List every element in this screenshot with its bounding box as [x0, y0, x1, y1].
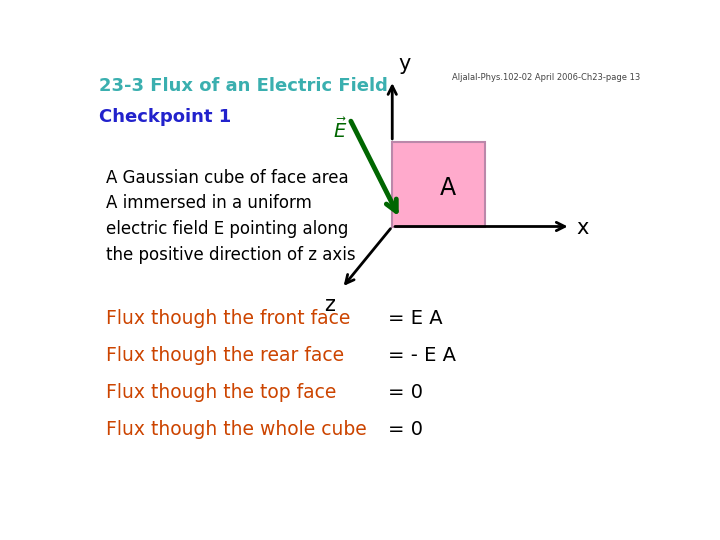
- Text: Checkpoint 1: Checkpoint 1: [99, 108, 232, 126]
- Text: 23-3 Flux of an Electric Field: 23-3 Flux of an Electric Field: [99, 77, 388, 96]
- Text: = - E A: = - E A: [388, 346, 456, 366]
- Text: Flux though the front face: Flux though the front face: [106, 309, 350, 328]
- Text: = 0: = 0: [388, 383, 423, 402]
- Text: A Gaussian cube of face area
A immersed in a uniform
electric field E pointing a: A Gaussian cube of face area A immersed …: [106, 168, 355, 264]
- Text: z: z: [324, 295, 335, 315]
- Text: Aljalal-Phys.102-02 April 2006-Ch23-page 13: Aljalal-Phys.102-02 April 2006-Ch23-page…: [452, 72, 640, 82]
- Text: $\vec{E}$: $\vec{E}$: [333, 118, 348, 143]
- Text: = 0: = 0: [388, 420, 423, 439]
- Bar: [392, 142, 485, 226]
- Text: y: y: [398, 54, 411, 74]
- Text: x: x: [577, 218, 589, 238]
- Text: Flux though the rear face: Flux though the rear face: [106, 346, 343, 366]
- Text: Flux though the whole cube: Flux though the whole cube: [106, 420, 366, 439]
- Text: = E A: = E A: [388, 309, 443, 328]
- Text: A: A: [440, 177, 456, 200]
- Text: Flux though the top face: Flux though the top face: [106, 383, 336, 402]
